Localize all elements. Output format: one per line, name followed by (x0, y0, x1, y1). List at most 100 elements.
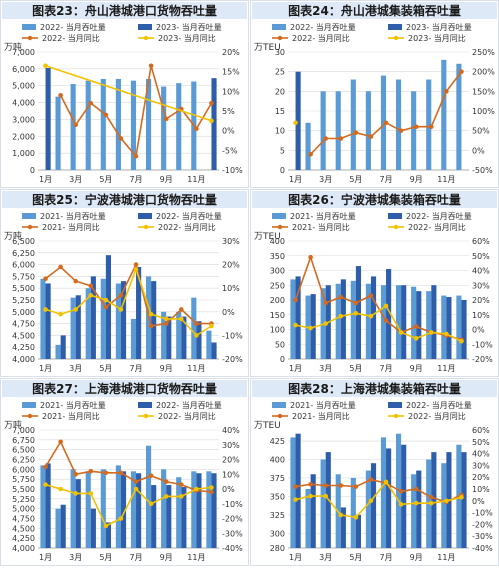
line-point (133, 153, 139, 159)
right-tick-label: 0% (222, 485, 235, 494)
line-point (308, 325, 313, 331)
chart-title: 图表28：上海港城集装箱吞吐量 (288, 381, 461, 396)
bar-series-a (40, 465, 46, 548)
line-point (323, 300, 329, 306)
right-tick-label: 5% (222, 107, 235, 116)
right-tick-label: 10% (472, 485, 490, 494)
legend-label: 2022- 当月同比 (408, 222, 466, 232)
line-point (413, 324, 419, 329)
left-tick-label: 200 (270, 296, 285, 305)
right-tick-label: 10% (222, 470, 240, 479)
legend-label: 2021- 当月吞吐量 (290, 211, 356, 221)
right-tick-label: 60% (472, 237, 490, 246)
line-point (118, 307, 124, 312)
right-tick-label: -5% (222, 146, 238, 155)
line-point (133, 486, 139, 492)
line-point (293, 484, 298, 489)
bar-series-b (211, 78, 217, 170)
right-tick-label: 0% (222, 308, 235, 317)
left-tick-label: 350 (270, 492, 285, 501)
line-point (118, 470, 124, 476)
line-point (413, 124, 419, 130)
right-tick-label: 30% (222, 237, 240, 246)
legend-swatch-bar (388, 213, 402, 219)
chart-title-band (252, 191, 497, 208)
left-axis-unit: 万吨 (4, 230, 22, 242)
left-tick-label: 4,000 (12, 544, 35, 553)
line-point (118, 516, 124, 521)
left-tick-label: 20 (275, 87, 285, 96)
line-series-b (45, 483, 212, 527)
line-point (353, 484, 359, 489)
line-point (194, 333, 199, 338)
line-point (444, 498, 449, 504)
right-tick-label: 60% (472, 426, 490, 435)
line-point (338, 512, 344, 518)
legend-swatch-bar (138, 213, 152, 219)
x-tick-label: 5月 (99, 553, 112, 562)
right-tick-label: 40% (222, 426, 240, 435)
legend-swatch-bar (138, 24, 152, 30)
legend-label: 2021- 当月吞吐量 (40, 211, 106, 221)
line-point (308, 254, 313, 260)
bar-series-b (60, 335, 66, 359)
bar-series-a (206, 471, 212, 548)
left-tick-label: 6,000 (12, 261, 35, 270)
legend-label: 2022- 当月同比 (408, 411, 466, 421)
legend-label: 2023- 当月吞吐量 (156, 22, 222, 32)
chart-title: 图表27：上海港城港口货物吞吐量 (32, 381, 217, 396)
x-tick-label: 5月 (99, 364, 112, 373)
left-tick-label: 400 (270, 237, 285, 246)
line-point (398, 502, 404, 507)
bar-series-a (350, 477, 356, 548)
right-tick-label: 0% (472, 497, 485, 506)
line-point (88, 283, 94, 289)
bar-series-b (416, 470, 422, 548)
right-tick-label: -20% (222, 515, 243, 524)
line-point (368, 477, 374, 482)
right-tick-label: 30% (472, 461, 490, 470)
line-point (148, 501, 154, 507)
left-tick-label: 4,000 (12, 99, 35, 108)
left-tick-label: 6,000 (12, 465, 35, 474)
legend-swatch-marker (27, 35, 33, 41)
bar-series-b (446, 297, 452, 359)
legend-swatch-marker (277, 35, 283, 41)
x-tick-label: 5月 (99, 175, 112, 184)
left-tick-label: 150 (270, 311, 285, 320)
line-point (338, 313, 344, 319)
right-tick-label: -10% (222, 166, 243, 175)
left-tick-label: 100 (270, 326, 285, 335)
left-tick-label: 6,250 (12, 456, 35, 465)
line-point (338, 483, 344, 488)
bar-series-a (191, 471, 197, 548)
line-series-a (295, 478, 462, 503)
right-tick-label: 20% (222, 261, 240, 270)
chart-title: 图表24：舟山港城集装箱吞吐量 (288, 3, 461, 18)
bar-series-a (85, 471, 91, 548)
line-point (58, 311, 63, 317)
chart-title-band (2, 380, 247, 397)
right-tick-label: 250% (472, 48, 495, 57)
line-point (459, 339, 464, 344)
right-tick-label: 100% (472, 107, 495, 116)
line-point (398, 330, 404, 335)
x-tick-label: 3月 (69, 553, 82, 562)
legend-label: 2023- 当月同比 (408, 33, 466, 43)
x-tick-label: 3月 (319, 175, 332, 184)
bar-series-b (166, 316, 172, 359)
line-point (88, 292, 94, 298)
left-tick-label: 325 (270, 511, 285, 520)
bar-series-a (411, 286, 417, 359)
legend-label: 2022- 当月吞吐量 (156, 400, 222, 410)
left-tick-label: 5,750 (12, 475, 35, 484)
x-tick-label: 9月 (410, 553, 423, 562)
line-point (428, 500, 434, 506)
line-point (58, 486, 63, 492)
line-point (118, 292, 124, 298)
left-tick-label: 4,750 (12, 515, 35, 524)
right-tick-label: -20% (222, 355, 243, 364)
line-series-a (294, 254, 462, 341)
